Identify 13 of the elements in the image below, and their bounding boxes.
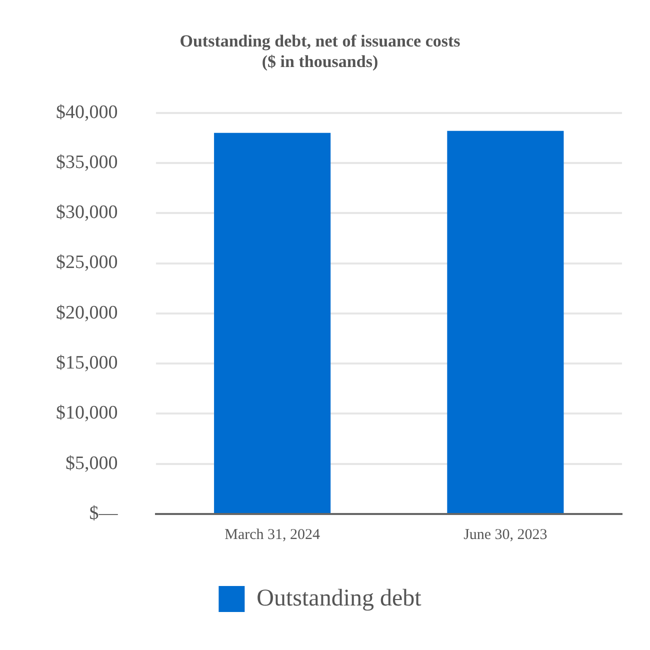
y-tick-label: $35,000 [56,152,118,173]
legend-label: Outstanding debt [256,585,422,612]
y-tick-label: $30,000 [56,202,118,224]
y-tick-label: $20,000 [56,302,118,324]
chart-title: Outstanding debt, net of issuance costs ($ in thousands) [180,32,461,71]
y-tick-label: $25,000 [56,252,118,274]
y-tick-label: $15,000 [56,352,118,374]
y-tick-label: $40,000 [56,102,118,123]
y-tick-label: $5,000 [66,452,118,474]
x-tick-label: June 30, 2023 [464,526,548,543]
y-tick-label: $10,000 [56,402,118,424]
y-tick-label: $— [89,502,119,524]
x-tick-label: March 31, 2024 [224,526,321,543]
